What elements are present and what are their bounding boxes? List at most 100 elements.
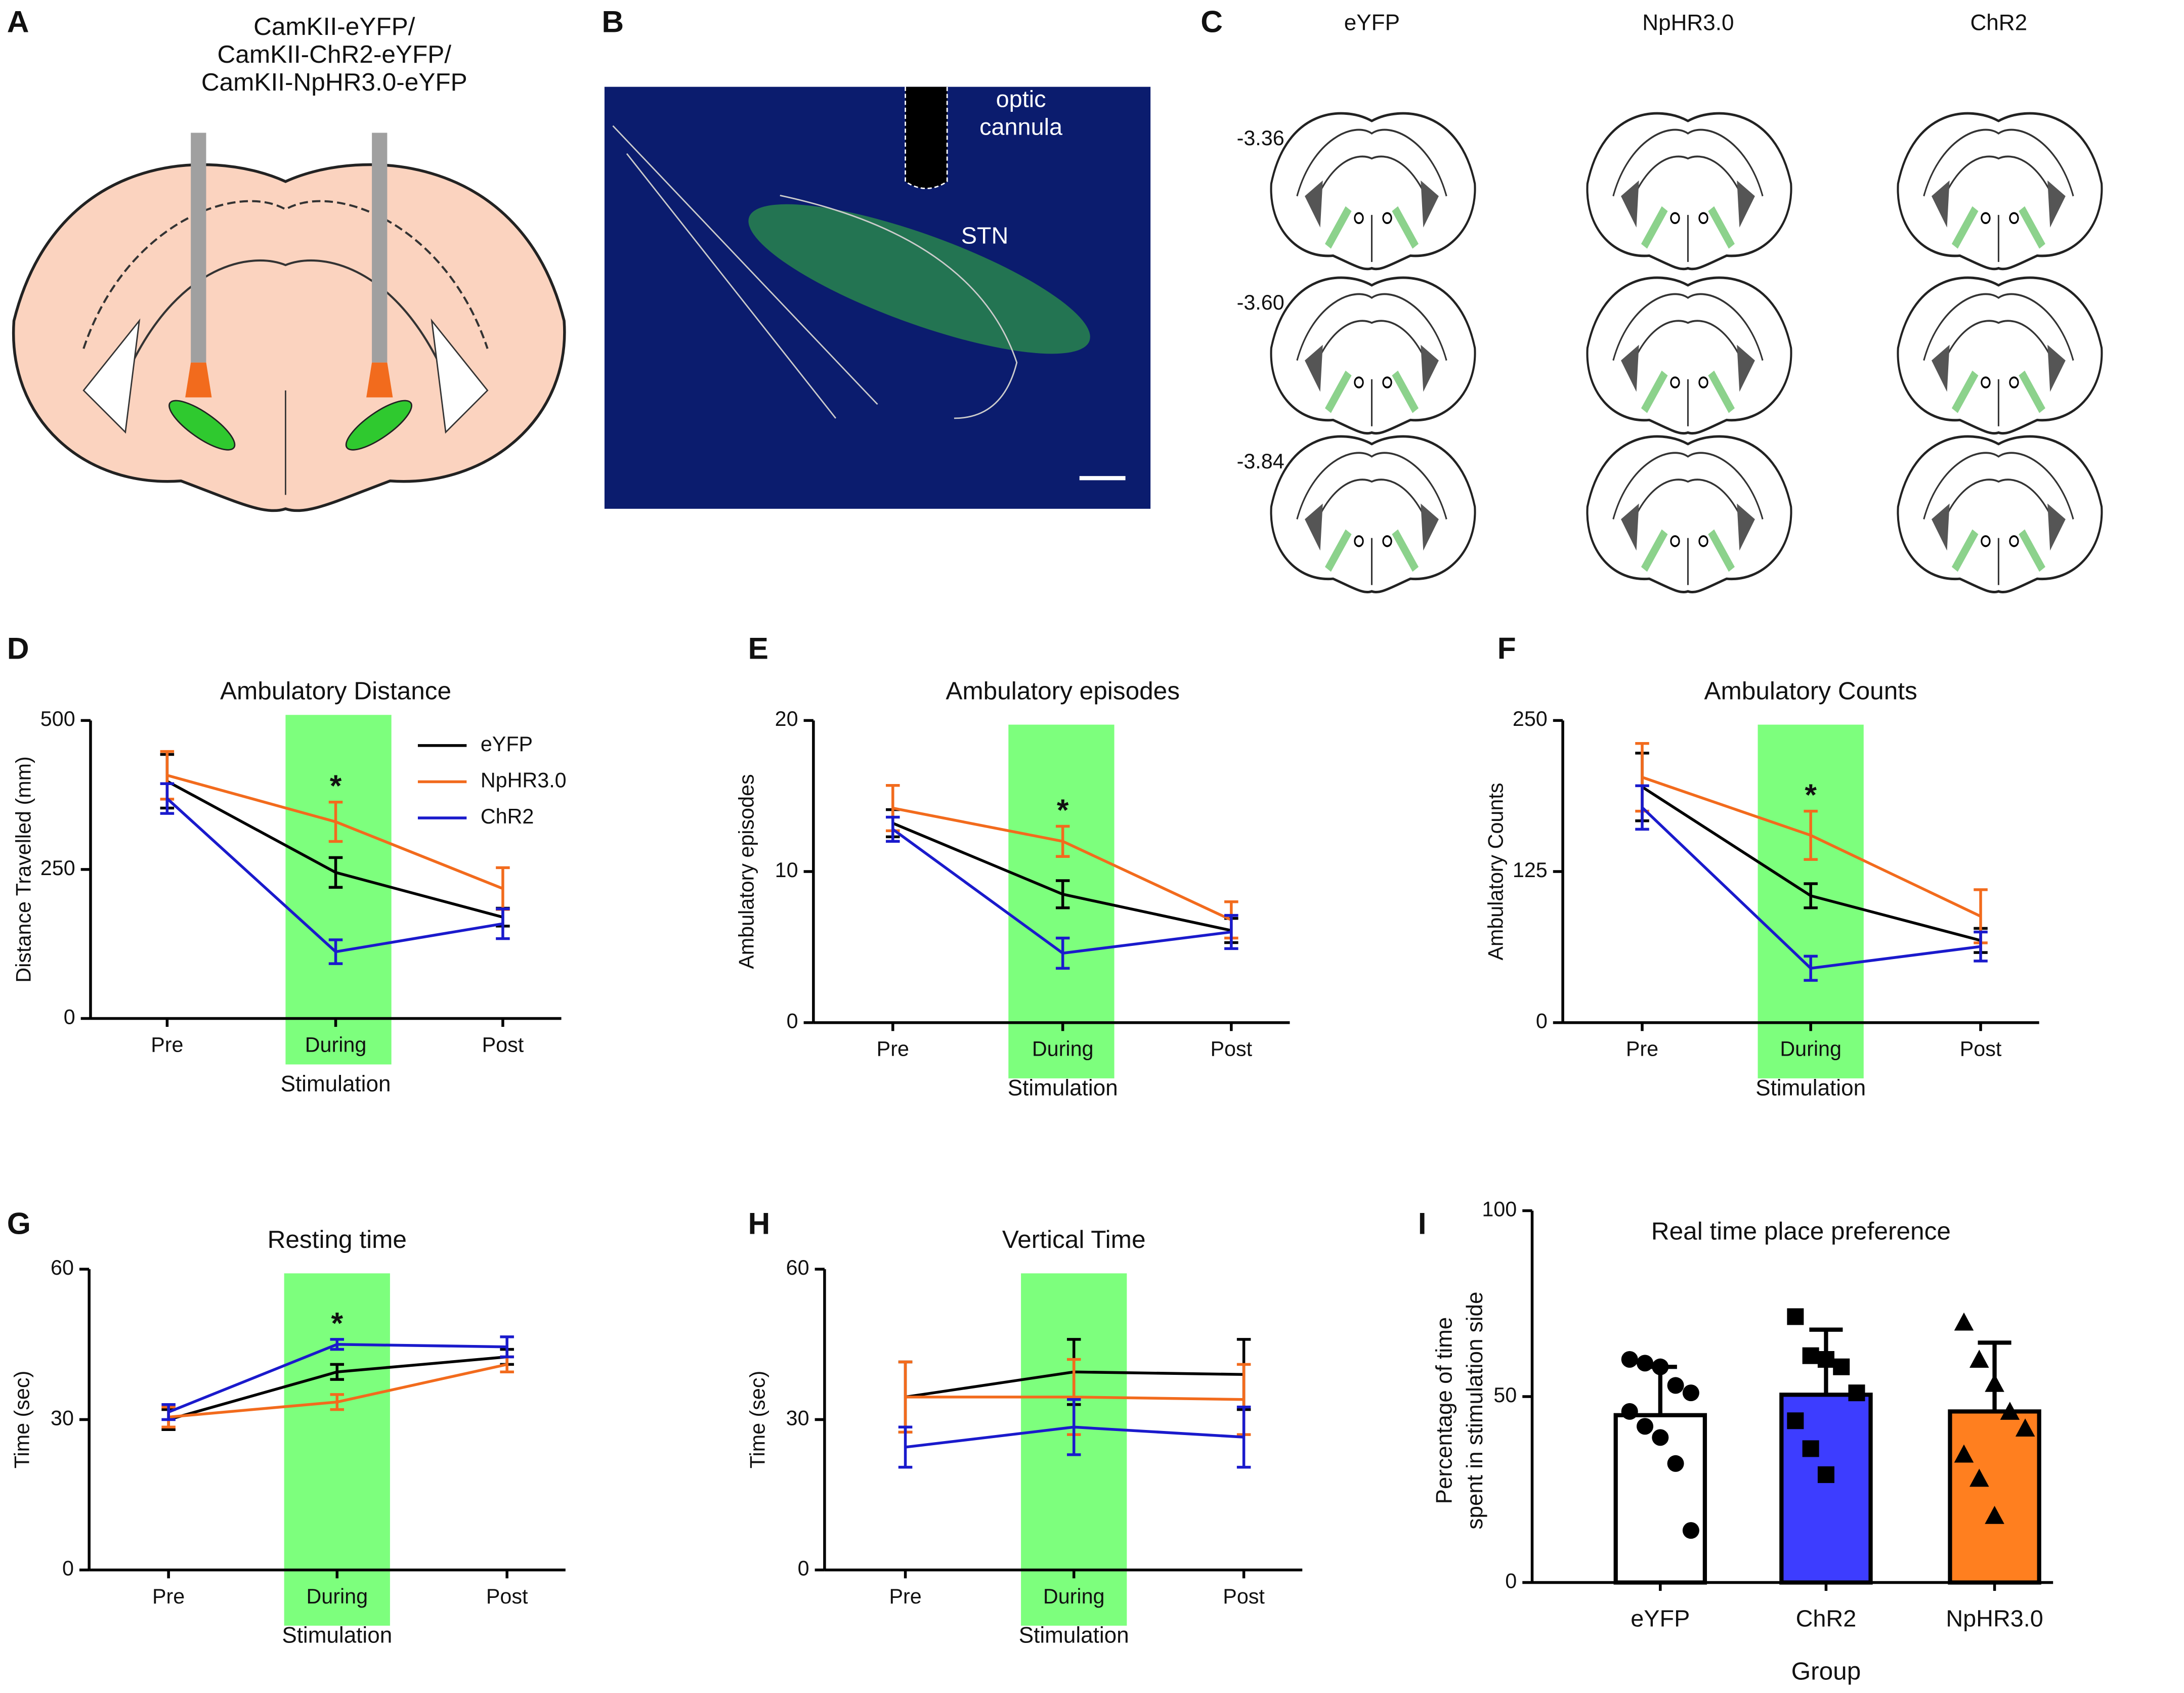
error-bar	[1804, 882, 1818, 909]
data-point	[1636, 1418, 1654, 1435]
y-tick-label: 20	[775, 707, 798, 730]
fiber-site	[1354, 212, 1364, 224]
expression	[1641, 206, 1735, 249]
data-point	[1954, 1312, 1974, 1331]
data-point	[1621, 1403, 1638, 1420]
panel-label: D	[7, 631, 29, 666]
row-label: -3.84	[1237, 450, 1284, 473]
section-shading	[1305, 344, 1439, 392]
error-bar	[1236, 1405, 1251, 1469]
section-structure	[1612, 293, 1764, 426]
error-bar	[1804, 954, 1818, 982]
panel-c: C eYFP NpHR3.0 ChR2 -3.36 -3.60 -3.84	[1201, 5, 2103, 594]
chart-title: Resting time	[268, 1225, 407, 1253]
chart-title: Real time place preference	[1651, 1217, 1951, 1245]
data-point	[1802, 1347, 1819, 1364]
panel-b: B optic cannula STN	[602, 5, 1151, 509]
x-tick-label: During	[306, 1585, 368, 1608]
fiber-site	[1382, 212, 1392, 224]
y-axis-label: spent in stimulation side	[1463, 1291, 1487, 1529]
panel-label: G	[7, 1206, 31, 1241]
atlas-section	[1270, 112, 1476, 271]
error-bar	[886, 815, 900, 843]
bar	[1613, 1413, 1707, 1585]
x-axis-label: Stimulation	[282, 1623, 392, 1648]
chart-title: Vertical Time	[1002, 1225, 1146, 1253]
fiber-site	[1698, 212, 1708, 224]
error-bar	[500, 1335, 514, 1359]
significance: *	[330, 768, 342, 803]
error-bar	[161, 1403, 176, 1421]
error-bar	[1635, 784, 1649, 831]
y-tick-label: 0	[62, 1557, 74, 1580]
data-point	[1817, 1466, 1834, 1483]
data-point	[1636, 1355, 1654, 1372]
section-shading	[1621, 180, 1755, 228]
x-tick-label: During	[1032, 1037, 1094, 1061]
section-structure	[1296, 452, 1447, 585]
expression	[1641, 370, 1735, 413]
outline	[612, 125, 1018, 419]
column-label: ChR2	[1971, 10, 2028, 35]
x-tick-label: Pre	[889, 1585, 921, 1608]
data-point	[1682, 1384, 1699, 1402]
brain-structure	[82, 200, 489, 349]
stimulation-band	[285, 715, 392, 1065]
atlas-section	[1586, 435, 1792, 594]
fiber-site	[2009, 376, 2019, 388]
stn-fluorescence	[748, 204, 1090, 354]
fiber-tip	[185, 362, 393, 398]
atlas-section	[1270, 435, 1476, 594]
x-tick-label: Post	[1223, 1585, 1265, 1608]
x-tick-label: During	[1780, 1037, 1842, 1061]
error-bar	[330, 1338, 345, 1351]
legend-label: eYFP	[481, 732, 533, 756]
y-tick-label: 50	[1493, 1383, 1517, 1407]
construct-line: CamKII-eYFP/	[253, 12, 415, 40]
error-bar	[1804, 809, 1818, 861]
fiber-site	[2009, 535, 2019, 547]
ventricle	[82, 318, 489, 434]
x-tick-label: NpHR3.0	[1946, 1605, 2043, 1631]
error-bar	[328, 938, 343, 965]
construct-line: CamKII-ChR2-eYFP/	[217, 40, 451, 68]
error-bar	[1066, 1398, 1081, 1456]
data-point	[1985, 1374, 2004, 1392]
x-tick-label: Pre	[151, 1033, 183, 1056]
data-point	[1652, 1358, 1669, 1375]
expression	[1324, 206, 1419, 249]
y-tick-label: 0	[1505, 1569, 1517, 1592]
x-tick-label: Pre	[877, 1037, 909, 1061]
significance: *	[331, 1306, 343, 1340]
panel-a: A CamKII-eYFP/ CamKII-ChR2-eYFP/ CamKII-…	[7, 5, 566, 512]
y-tick-label: 60	[786, 1256, 809, 1279]
stn	[345, 400, 412, 451]
panel-label: F	[1497, 631, 1516, 666]
fiber-site	[1981, 376, 1991, 388]
y-axis-label: Time (sec)	[746, 1371, 769, 1468]
panel-label: B	[602, 5, 624, 39]
error-bar	[1055, 824, 1070, 858]
data-point	[1848, 1384, 1865, 1402]
atlas-section	[1270, 276, 1476, 435]
fiber-site	[1670, 212, 1680, 224]
y-axis-label: Percentage of time	[1432, 1317, 1457, 1504]
fiber-site	[1354, 376, 1364, 388]
error-bar	[328, 856, 343, 889]
data-point	[1621, 1351, 1638, 1368]
row-label: -3.36	[1237, 126, 1284, 150]
x-tick-label: eYFP	[1631, 1605, 1690, 1631]
data-point	[1787, 1412, 1804, 1429]
y-tick-label: 125	[1513, 858, 1548, 882]
panel-label: A	[7, 5, 29, 39]
section-structure	[1923, 452, 2074, 585]
x-axis-label: Stimulation	[1008, 1076, 1118, 1101]
chart-title: Ambulatory Counts	[1704, 676, 1917, 705]
atlas-section	[1897, 435, 2103, 594]
stimulation-band	[284, 1273, 390, 1626]
error-bar	[330, 1363, 345, 1381]
y-tick-label: 60	[51, 1256, 74, 1279]
data-point	[1667, 1377, 1684, 1394]
y-tick-label: 10	[775, 858, 798, 882]
